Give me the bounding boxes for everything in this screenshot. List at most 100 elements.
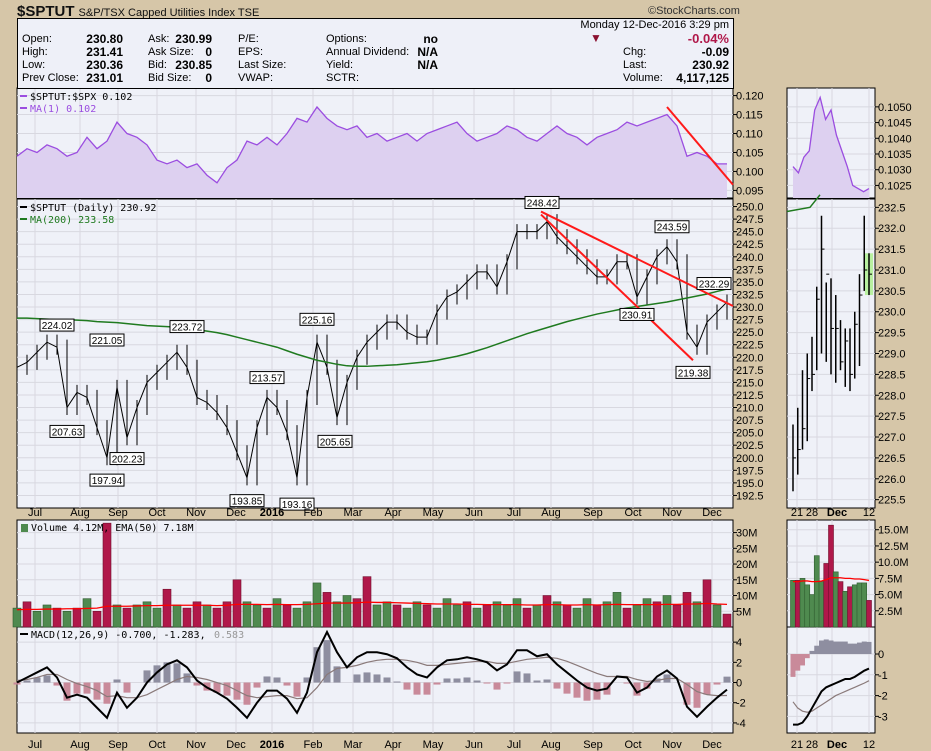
- volume-ema-line: [793, 577, 870, 583]
- macd-histogram-bar: [852, 643, 858, 655]
- mini-x-axis-label: Dec: [827, 507, 847, 519]
- quote-label: Last:: [623, 59, 647, 71]
- y-tick-label: 230.5: [878, 286, 906, 298]
- price-annotation-box: [89, 473, 125, 487]
- chart-title: $SPTUT S&P/TSX Capped Utilities Index TSE: [17, 3, 259, 20]
- legend-swatch-icon: [20, 218, 27, 220]
- quote-label: Annual Dividend:: [326, 46, 410, 58]
- x-axis-label: Dec: [702, 507, 722, 519]
- price-line: [16, 220, 728, 480]
- macd-histogram-bar: [383, 677, 391, 683]
- y-tick-label: 232.0: [878, 223, 906, 235]
- macd-histogram-bar: [313, 647, 321, 683]
- x-axis-label: Aug: [70, 739, 90, 751]
- quote-label: Prev Close:: [22, 72, 79, 84]
- macd-histogram-bar: [857, 642, 862, 655]
- y-tick-label: 25M: [736, 543, 757, 555]
- y-tick-label: 226.5: [878, 453, 906, 465]
- volume-bar: [102, 522, 112, 628]
- macd-histogram-bar: [453, 678, 461, 683]
- y-tick-label: 0.100: [736, 166, 764, 178]
- macd-histogram-bar: [833, 641, 839, 655]
- macd-histogram-bar: [53, 682, 61, 686]
- y-tick-label: 230.0: [736, 302, 764, 314]
- price-annotation-box: [109, 452, 145, 466]
- quote-value: no: [423, 32, 438, 46]
- volume-bar: [382, 601, 392, 628]
- macd-histogram-bar: [633, 682, 641, 696]
- volume-bar: [813, 555, 820, 628]
- macd-histogram-bar: [83, 682, 91, 694]
- quote-label: Options:: [326, 33, 367, 45]
- price-annotation-box: [317, 434, 353, 448]
- y-tick-label: 197.5: [736, 465, 764, 477]
- volume-bar: [552, 601, 562, 628]
- macd-histogram-bar: [323, 640, 331, 683]
- volume-bar: [682, 592, 692, 628]
- macd-hist-legend: 0.583: [214, 630, 244, 641]
- y-tick-label: 192.5: [736, 490, 764, 502]
- volume-bar: [837, 581, 844, 628]
- mini-x-axis-label: 12: [863, 507, 875, 519]
- copyright: ©StockCharts.com: [648, 5, 740, 17]
- y-tick-label: -2: [736, 698, 746, 710]
- macd-histogram-bar: [213, 682, 221, 693]
- volume-bar: [672, 604, 682, 628]
- y-tick-label: 210.0: [736, 403, 764, 415]
- quote-value: 230.36: [86, 58, 123, 72]
- volume-bar: [292, 607, 302, 628]
- y-tick-label: 200.0: [736, 453, 764, 465]
- macd-histogram-bar: [253, 682, 261, 688]
- volume-bar: [272, 598, 282, 628]
- volume-legend: Volume 4.12M, EMA(50) 7.18M: [31, 523, 194, 534]
- y-tick-label: 0: [736, 678, 742, 690]
- macd-histogram-bar: [473, 680, 481, 683]
- macd-histogram-bar: [842, 641, 848, 655]
- x-axis-label: Oct: [624, 507, 641, 519]
- volume-bar: [804, 584, 811, 628]
- macd-histogram-bar: [866, 641, 872, 655]
- macd-signal-line: [792, 680, 870, 713]
- volume-bar: [132, 604, 142, 628]
- y-tick-label: 0.1030: [878, 165, 912, 177]
- volume-bar: [412, 601, 422, 628]
- volume-bar: [799, 578, 806, 628]
- macd-histogram-bar: [283, 682, 291, 686]
- macd-swatch-icon: [20, 633, 28, 635]
- macd-histogram-bar: [223, 682, 231, 696]
- volume-bar: [592, 604, 602, 628]
- volume-bar: [856, 582, 863, 628]
- macd-histogram-bar: [363, 672, 371, 683]
- price-annotation-box: [49, 424, 85, 438]
- y-tick-label: 0.105: [736, 147, 764, 159]
- volume-bar: [72, 607, 82, 628]
- macd-histogram-bar: [790, 654, 796, 677]
- macd-histogram-bar: [333, 666, 341, 683]
- quote-label: Last Size:: [238, 59, 287, 71]
- y-tick-label: -1: [878, 670, 888, 682]
- macd-histogram-bar: [103, 682, 111, 704]
- macd-histogram-bar: [847, 643, 853, 655]
- volume-bar: [602, 601, 612, 628]
- y-tick-label: 2: [736, 657, 742, 669]
- y-tick-label: 240.0: [736, 252, 764, 264]
- quote-value: N/A: [417, 45, 438, 59]
- macd-histogram-bar: [163, 662, 171, 683]
- y-tick-label: 5.0M: [878, 590, 902, 602]
- volume-bar: [452, 604, 462, 628]
- macd-histogram-bar: [13, 682, 21, 685]
- macd-histogram-bar: [113, 679, 121, 683]
- volume-bar: [82, 598, 92, 628]
- macd-histogram-bar: [143, 670, 151, 683]
- legend-label: MA(1) 0.102: [30, 104, 96, 115]
- macd-histogram-bar: [861, 641, 867, 655]
- x-axis-label: 2016: [260, 507, 284, 519]
- price-annotation: 221.05: [92, 336, 123, 347]
- y-tick-label: 227.5: [736, 315, 764, 327]
- y-tick-label: 195.0: [736, 478, 764, 490]
- macd-histogram-bar: [63, 682, 71, 701]
- y-tick-label: 231.5: [878, 244, 906, 256]
- x-axis-label: Nov: [186, 739, 206, 751]
